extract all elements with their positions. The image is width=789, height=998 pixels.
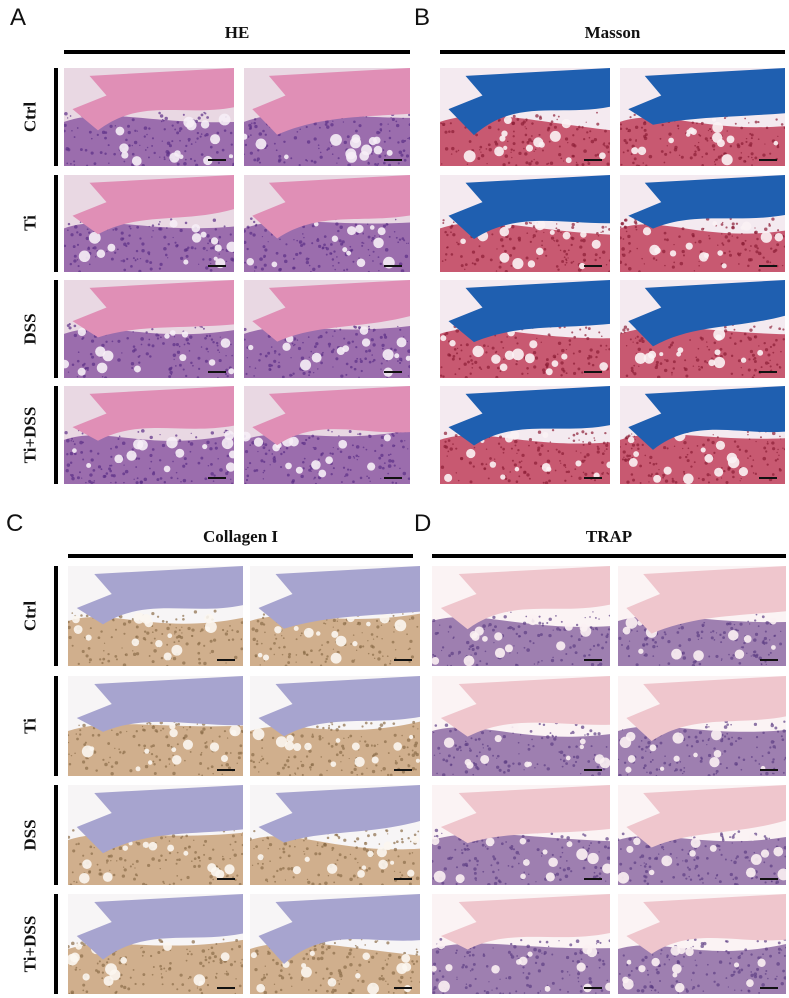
panel-letter-c: C xyxy=(6,510,24,537)
micrograph-d-row2-col2 xyxy=(618,676,786,776)
row-bar-c-ctrl xyxy=(54,566,58,666)
row-label-c-tidss: Ti+DSS xyxy=(20,915,40,973)
row-bar-a-dss xyxy=(54,280,58,378)
row-label-a-ti: Ti xyxy=(20,215,40,231)
panel-b-title-rule xyxy=(440,50,785,54)
micrograph-c-row3-col1 xyxy=(68,785,243,885)
micrograph-c-row4-col1 xyxy=(68,894,243,994)
row-label-c-ctrl: Ctrl xyxy=(20,600,40,632)
micrograph-d-row3-col2 xyxy=(618,785,786,885)
panel-letter-b: B xyxy=(414,4,431,31)
micrograph-b-row2-col1 xyxy=(440,175,610,272)
micrograph-c-row2-col1 xyxy=(68,676,243,776)
panel-b-title: Masson xyxy=(584,23,641,42)
panel-c-title-rule xyxy=(68,554,413,558)
micrograph-c-row4-col2 xyxy=(250,894,420,994)
panel-d-title-rule xyxy=(432,554,786,558)
panel-letter-d: D xyxy=(414,510,432,537)
micrograph-b-row2-col2 xyxy=(620,175,785,272)
micrograph-d-row4-col1 xyxy=(432,894,610,994)
micrograph-a-row3-col1 xyxy=(64,280,234,378)
micrograph-c-row1-col1 xyxy=(68,566,243,666)
row-label-c-dss: DSS xyxy=(20,819,40,851)
panel-letter-a: A xyxy=(10,4,27,31)
micrograph-a-row1-col2 xyxy=(244,68,410,166)
row-label-a-dss: DSS xyxy=(20,313,40,345)
row-bar-c-tidss xyxy=(54,894,58,994)
micrograph-b-row3-col2 xyxy=(620,280,785,378)
micrograph-a-row3-col2 xyxy=(244,280,410,378)
panel-c-title: Collagen I xyxy=(202,527,279,546)
panel-a-title-rule xyxy=(64,50,410,54)
row-label-a-tidss: Ti+DSS xyxy=(20,406,40,464)
micrograph-a-row4-col2 xyxy=(244,386,410,484)
micrograph-a-row2-col1 xyxy=(64,175,234,272)
micrograph-d-row3-col1 xyxy=(432,785,610,885)
row-bar-c-ti xyxy=(54,676,58,776)
micrograph-b-row4-col2 xyxy=(620,386,785,484)
micrograph-a-row1-col1 xyxy=(64,68,234,166)
micrograph-b-row3-col1 xyxy=(440,280,610,378)
micrograph-b-row1-col2 xyxy=(620,68,785,166)
micrograph-a-row4-col1 xyxy=(64,386,234,484)
micrograph-d-row1-col1 xyxy=(432,566,610,666)
micrograph-c-row2-col2 xyxy=(250,676,420,776)
micrograph-b-row4-col1 xyxy=(440,386,610,484)
micrograph-a-row2-col2 xyxy=(244,175,410,272)
micrograph-c-row1-col2 xyxy=(250,566,420,666)
row-bar-a-tidss xyxy=(54,386,58,484)
row-bar-a-ctrl xyxy=(54,68,58,166)
row-label-a-ctrl: Ctrl xyxy=(20,101,40,133)
row-bar-c-dss xyxy=(54,785,58,885)
micrograph-c-row3-col2 xyxy=(250,785,420,885)
panel-a-title: HE xyxy=(224,23,250,42)
micrograph-b-row1-col1 xyxy=(440,68,610,166)
panel-d-title: TRAP xyxy=(585,527,633,546)
row-label-c-ti: Ti xyxy=(20,718,40,734)
micrograph-d-row1-col2 xyxy=(618,566,786,666)
micrograph-d-row2-col1 xyxy=(432,676,610,776)
micrograph-d-row4-col2 xyxy=(618,894,786,994)
row-bar-a-ti xyxy=(54,175,58,272)
